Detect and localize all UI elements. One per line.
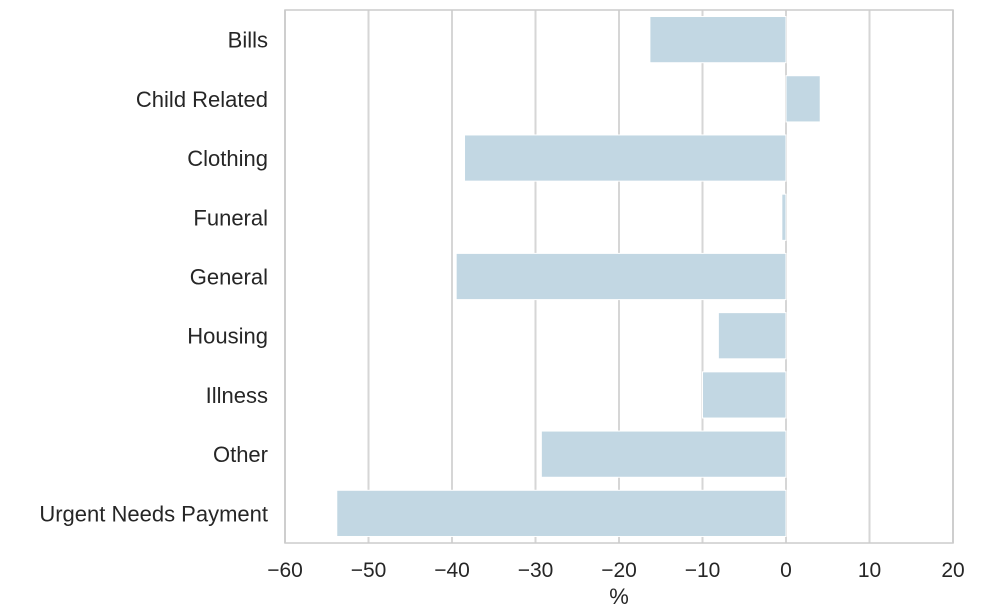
bar bbox=[455, 252, 787, 301]
category-labels: Bills Child Related Clothing Funeral General… bbox=[39, 28, 268, 527]
category-label: Child Related bbox=[136, 87, 268, 112]
plot-frame bbox=[284, 9, 954, 544]
bar bbox=[717, 312, 787, 360]
category-label: Funeral bbox=[193, 205, 268, 230]
category-label: Bills bbox=[228, 28, 268, 53]
bar bbox=[540, 430, 787, 478]
x-tick-label: −50 bbox=[351, 559, 387, 582]
bar bbox=[702, 371, 787, 419]
bars bbox=[336, 16, 821, 537]
x-axis-label: % bbox=[609, 584, 629, 608]
category-label: Urgent Needs Payment bbox=[39, 501, 268, 526]
x-tick-label: 0 bbox=[780, 559, 792, 582]
bar bbox=[649, 16, 787, 64]
x-tick-label: 20 bbox=[941, 559, 964, 582]
category-label: Housing bbox=[187, 324, 268, 349]
category-label: Other bbox=[213, 442, 268, 467]
x-tick-label: −20 bbox=[601, 559, 637, 582]
bar bbox=[464, 134, 787, 182]
x-tick-label: −10 bbox=[685, 559, 721, 582]
bar bbox=[781, 193, 787, 241]
bar bbox=[785, 75, 821, 123]
x-tick-labels: −60 −50 −40 −30 −20 −10 0 10 20 bbox=[267, 559, 964, 582]
bar bbox=[336, 489, 787, 537]
x-tick-label: −40 bbox=[434, 559, 470, 582]
category-label: Clothing bbox=[187, 146, 268, 171]
category-label: General bbox=[190, 265, 268, 290]
x-tick-label: −60 bbox=[267, 559, 303, 582]
x-tick-label: −30 bbox=[518, 559, 554, 582]
x-tick-label: 10 bbox=[858, 559, 881, 582]
category-label: Illness bbox=[206, 383, 268, 408]
